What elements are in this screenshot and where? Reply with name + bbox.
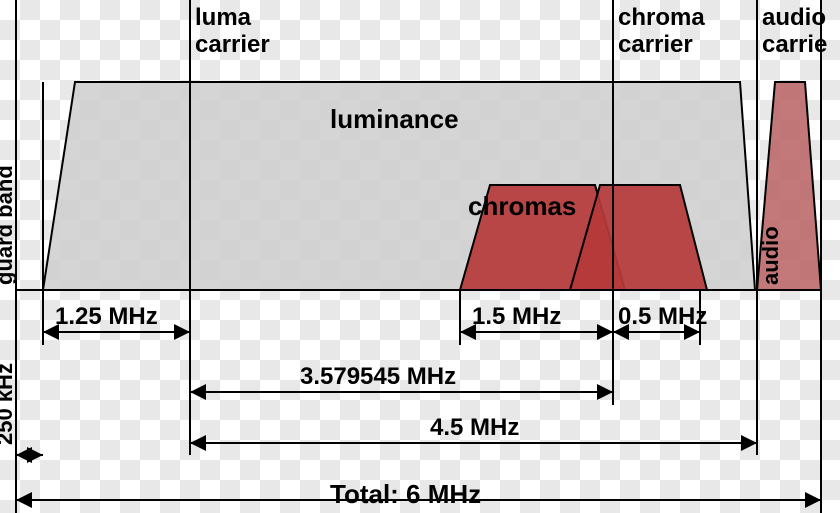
luminance-text: luminance — [330, 104, 459, 134]
luma-carrier-label: luma — [195, 4, 252, 31]
audio-carrier-label: audio — [762, 4, 826, 31]
dim-label-0: 1.25 MHz — [55, 303, 158, 330]
dim-label-2: 0.5 MHz — [618, 303, 707, 330]
total-label: Total: 6 MHz — [330, 479, 481, 509]
dim-label-1: 1.5 MHz — [472, 303, 561, 330]
luma-carrier-label-2: carrier — [195, 31, 270, 58]
chroma-carrier-label: chroma — [618, 4, 705, 31]
chroma-carrier-label-2: carrier — [618, 31, 693, 58]
guard-band-text: guard band — [0, 165, 17, 285]
audio-text: audio — [758, 226, 783, 285]
audio-carrier-label-2: carrie — [762, 31, 827, 58]
dim-label-3: 3.579545 MHz — [300, 363, 456, 390]
freq-250khz-text: 250 kHz — [0, 363, 17, 445]
chromas-text: chromas — [468, 191, 576, 221]
dim-label-4: 4.5 MHz — [430, 414, 519, 441]
